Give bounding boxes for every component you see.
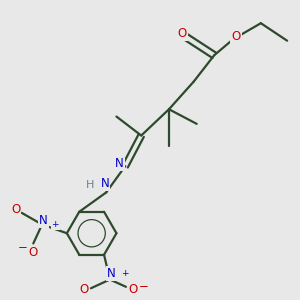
Text: −: − [18,241,28,254]
Text: N: N [39,214,48,226]
Text: O: O [29,246,38,259]
Text: +: + [51,220,59,229]
Text: O: O [11,203,20,216]
Text: N: N [100,177,109,190]
Text: −: − [139,280,148,293]
Text: O: O [79,283,88,296]
Text: O: O [178,27,187,40]
Text: O: O [231,30,241,43]
Text: O: O [129,283,138,296]
Text: N: N [107,267,116,280]
Text: H: H [86,180,94,190]
Text: +: + [121,269,128,278]
Text: N: N [115,157,124,170]
